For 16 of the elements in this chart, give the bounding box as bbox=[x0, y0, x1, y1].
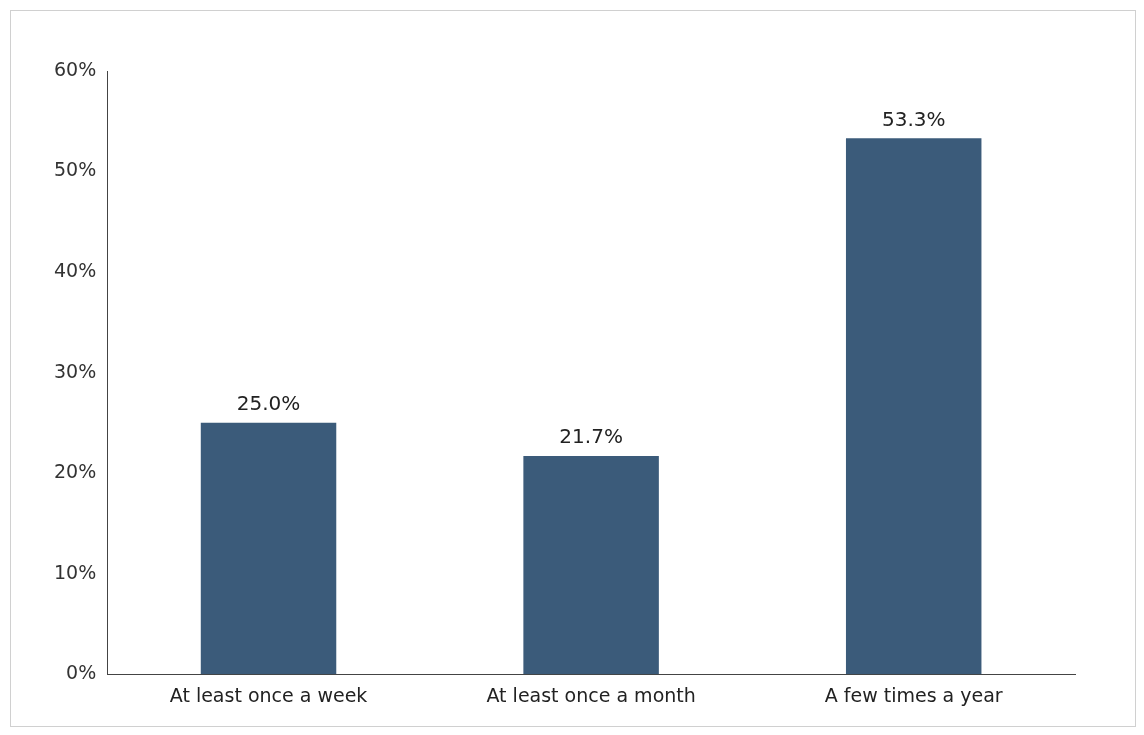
bar bbox=[845, 138, 982, 675]
x-tick-label: At least once a week bbox=[169, 683, 368, 706]
y-tick-label: 30% bbox=[54, 359, 97, 382]
x-tick-label: At least once a month bbox=[486, 683, 696, 706]
bar bbox=[200, 422, 337, 675]
y-tick-label: 50% bbox=[54, 158, 97, 181]
y-tick-label: 60% bbox=[54, 57, 97, 80]
x-tick-label: A few times a year bbox=[824, 683, 1003, 706]
y-tick-label: 40% bbox=[54, 259, 97, 281]
data-label: 21.7% bbox=[559, 424, 623, 449]
data-label: 53.3% bbox=[881, 106, 946, 131]
y-tick-label: 10% bbox=[54, 560, 97, 583]
y-tick-label: 0% bbox=[66, 661, 97, 684]
data-label: 25.0% bbox=[236, 391, 301, 416]
y-tick-label: 20% bbox=[54, 460, 97, 483]
bar bbox=[523, 456, 659, 675]
